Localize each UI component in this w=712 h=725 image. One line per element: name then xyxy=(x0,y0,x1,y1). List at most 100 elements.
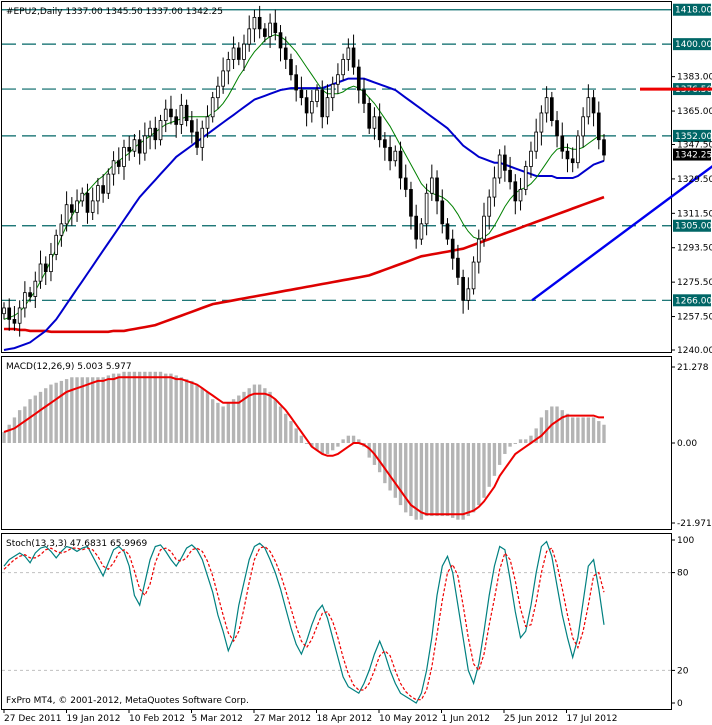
price-axis-label: 1311.50 xyxy=(677,209,712,219)
macd-histogram-bar xyxy=(336,443,340,447)
macd-histogram-bar xyxy=(247,388,251,443)
price-candles xyxy=(2,5,606,337)
macd-axis-label: 21.278 xyxy=(677,363,709,373)
candle-body xyxy=(435,177,439,202)
macd-histogram-bar xyxy=(127,371,131,443)
candle-body xyxy=(430,177,434,194)
time-axis-label: 10 Feb 2012 xyxy=(129,714,185,724)
candle-body xyxy=(419,223,424,240)
macd-histogram-bar xyxy=(226,402,231,443)
price-overlays xyxy=(531,87,712,302)
candle-body xyxy=(33,280,38,297)
candle-body xyxy=(330,83,335,99)
candle-body xyxy=(336,74,340,85)
candle-body xyxy=(80,192,85,202)
macd-histogram-bar xyxy=(158,371,163,443)
candle-body xyxy=(424,192,429,225)
candle-body xyxy=(482,215,486,240)
macd-histogram-bar xyxy=(132,371,137,443)
candle-body xyxy=(310,101,314,114)
macd-histogram-bar xyxy=(591,417,596,443)
candle-body xyxy=(190,120,194,133)
candle-body xyxy=(54,234,58,255)
macd-histogram-bar xyxy=(482,443,486,498)
level-label-box xyxy=(673,294,711,307)
level-label-box xyxy=(673,219,711,232)
candle-body xyxy=(586,97,591,118)
candle-body xyxy=(17,307,22,324)
macd-signal-line xyxy=(3,376,604,516)
macd-histogram-bar xyxy=(237,395,241,443)
candle-body xyxy=(576,135,580,164)
candle-body xyxy=(398,150,403,179)
macd-histogram-bar xyxy=(367,443,371,458)
macd-histogram-bar xyxy=(477,443,481,506)
price-axis-label: 1257.50 xyxy=(677,313,712,323)
symbol-header: #EPU2,Daily 1337.00 1345.50 1337.00 1342… xyxy=(6,7,223,17)
macd-histogram-bar xyxy=(524,439,528,443)
macd-histogram-bar xyxy=(64,379,69,443)
price-axis-label: 1275.50 xyxy=(677,278,712,288)
macd-histogram-bar xyxy=(586,417,591,443)
macd-histogram-bar xyxy=(440,443,444,517)
candle-body xyxy=(320,89,325,118)
macd-histogram-bar xyxy=(456,443,460,520)
time-axis-label: 19 Jan 2012 xyxy=(67,714,121,724)
candle-body xyxy=(346,47,351,60)
macd-histogram-bar xyxy=(205,391,210,443)
macd-histogram-bar xyxy=(393,443,397,498)
stoch-axis-label: 80 xyxy=(677,569,689,579)
macd-histogram-bar xyxy=(419,443,424,520)
candle-body xyxy=(403,177,408,190)
macd-histogram-bar xyxy=(539,417,544,443)
macd-histogram-bar xyxy=(435,443,439,517)
candle-body xyxy=(450,238,455,259)
candle-body xyxy=(179,104,184,125)
macd-histogram-bar xyxy=(117,373,121,443)
time-axis-label: 10 May 2012 xyxy=(379,714,438,724)
stoch-header: Stoch(13,3,3) 47.6831 65.9969 xyxy=(6,539,147,549)
candle-body xyxy=(143,135,147,154)
candle-body xyxy=(7,307,12,320)
candle-body xyxy=(242,43,246,60)
macd-histogram-bar xyxy=(111,373,116,443)
candle-body xyxy=(581,116,585,137)
candle-body xyxy=(43,263,48,273)
macd-histogram xyxy=(2,371,606,520)
macd-histogram-bar xyxy=(560,410,564,443)
candle-body xyxy=(70,204,74,213)
macd-histogram-bar xyxy=(70,377,74,443)
macd-histogram-bar xyxy=(257,384,262,443)
candle-body xyxy=(409,189,413,217)
macd-histogram-bar xyxy=(54,382,58,443)
macd-histogram-bar xyxy=(487,443,491,487)
candle-body xyxy=(471,261,476,290)
time-axis-label: 25 Jun 2012 xyxy=(504,714,558,724)
candle-body xyxy=(38,263,43,282)
candle-body xyxy=(268,22,272,37)
macd-histogram-bar xyxy=(85,377,90,443)
macd-histogram-bar xyxy=(576,417,580,443)
candle-body xyxy=(503,154,507,171)
macd-histogram-bar xyxy=(445,443,450,517)
stoch-signal-line xyxy=(3,545,605,701)
candle-body xyxy=(440,200,445,225)
level-label-box xyxy=(673,3,711,16)
candle-body xyxy=(111,160,116,175)
macd-histogram-bar xyxy=(12,417,17,443)
candle-body xyxy=(414,215,418,240)
macd-histogram-bar xyxy=(91,377,95,443)
candle-body xyxy=(210,97,215,118)
macd-histogram-bar xyxy=(101,377,105,443)
macd-histogram-bar xyxy=(268,391,272,443)
ma-slow-line xyxy=(4,195,605,334)
macd-histogram-bar xyxy=(289,421,293,443)
candle-body xyxy=(304,97,309,114)
macd-histogram-bar xyxy=(153,371,157,443)
macd-histogram-bar xyxy=(122,371,126,443)
macd-histogram-bar xyxy=(565,413,570,443)
macd-histogram-bar xyxy=(299,435,304,443)
macd-histogram-bar xyxy=(513,443,517,444)
macd-histogram-bar xyxy=(388,443,392,491)
macd-histogram-bar xyxy=(304,443,309,444)
